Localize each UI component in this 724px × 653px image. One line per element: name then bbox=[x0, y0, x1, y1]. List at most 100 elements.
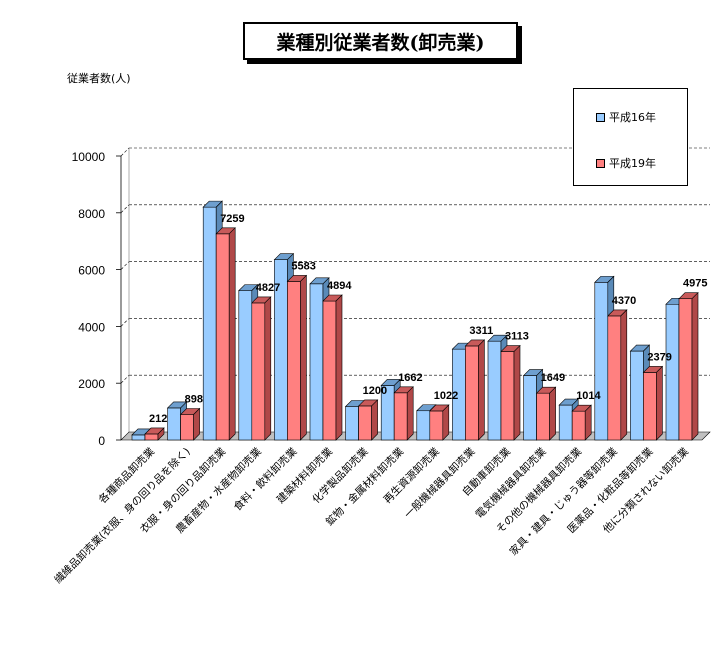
bar-h19-6 bbox=[357, 399, 379, 441]
bar-front bbox=[287, 281, 301, 441]
data-label: 4827 bbox=[256, 282, 280, 294]
bar-front bbox=[536, 392, 550, 441]
bar-front bbox=[345, 406, 359, 441]
bar-front bbox=[643, 372, 657, 441]
bar-side bbox=[300, 274, 307, 441]
bar-side bbox=[193, 407, 200, 441]
data-label: 4370 bbox=[612, 295, 636, 307]
data-label: 4975 bbox=[683, 278, 707, 290]
bar-front bbox=[144, 433, 159, 441]
bar-front bbox=[202, 206, 217, 441]
bar-h19-4 bbox=[286, 274, 308, 441]
bar-front bbox=[523, 375, 537, 441]
bar-front bbox=[630, 350, 644, 441]
bar-side bbox=[371, 399, 378, 441]
data-label: 3311 bbox=[469, 325, 493, 337]
y-tick-label: 4000 bbox=[78, 320, 105, 334]
data-label: 7259 bbox=[220, 213, 244, 225]
bar-front bbox=[500, 351, 515, 441]
bar-h19-15 bbox=[678, 291, 699, 441]
bar-h19-7 bbox=[393, 386, 414, 441]
bar-side bbox=[335, 294, 343, 441]
bar-h19-11 bbox=[535, 386, 557, 441]
bar-front bbox=[393, 392, 408, 441]
bar-h19-8 bbox=[429, 404, 450, 441]
data-label: 4894 bbox=[327, 280, 352, 292]
bar-front bbox=[571, 410, 586, 441]
bar-front bbox=[607, 315, 622, 441]
x-tick-labels: 各種商品卸売業繊維品卸売業(衣服、身の回り品を除く)衣服・身の回り品卸売業農畜産… bbox=[52, 445, 692, 587]
bar-h19-14 bbox=[642, 365, 664, 441]
y-tick-label: 6000 bbox=[78, 264, 105, 278]
grid-line-diag bbox=[120, 318, 130, 327]
bar-front bbox=[416, 410, 431, 441]
legend-swatch-h16 bbox=[596, 112, 605, 122]
bar-front bbox=[251, 302, 266, 441]
bar-h19-2 bbox=[215, 227, 236, 441]
bar-side bbox=[549, 386, 556, 441]
legend-label-h16: 平成16年 bbox=[609, 111, 656, 124]
bar-front bbox=[131, 434, 146, 441]
bars bbox=[131, 200, 699, 441]
x-tick-label: 食料・飲料卸売業 bbox=[231, 445, 300, 514]
bar-front bbox=[309, 283, 324, 441]
bar-h19-0 bbox=[144, 427, 165, 441]
data-label: 1014 bbox=[576, 390, 601, 402]
data-label: 1022 bbox=[434, 390, 458, 402]
bar-side bbox=[157, 427, 165, 441]
bar-front bbox=[238, 290, 253, 441]
chart-title: 業種別従業者数(卸売業) bbox=[243, 22, 518, 60]
bar-h19-9 bbox=[464, 339, 486, 441]
bar-front bbox=[322, 300, 337, 441]
data-label: 1662 bbox=[398, 372, 422, 384]
bar-side bbox=[264, 296, 272, 441]
bar-h19-13 bbox=[607, 309, 628, 441]
data-label: 2379 bbox=[647, 351, 671, 363]
data-label: 1200 bbox=[363, 385, 387, 397]
grid-line-diag bbox=[120, 204, 130, 214]
legend-item-h19: 平成19年 bbox=[596, 155, 656, 171]
bar-front bbox=[215, 233, 230, 441]
legend-swatch-h19 bbox=[596, 158, 605, 168]
bar-front bbox=[429, 410, 444, 441]
data-label: 898 bbox=[185, 393, 203, 405]
grid-line-diag bbox=[120, 374, 130, 384]
bar-front bbox=[465, 345, 479, 441]
y-tick-label: 0 bbox=[98, 434, 105, 448]
data-label: 1649 bbox=[541, 372, 565, 384]
bar-front bbox=[558, 404, 573, 441]
y-axis-label: 従業者数(人) bbox=[67, 72, 131, 85]
bar-h19-1 bbox=[179, 407, 201, 441]
bar-front bbox=[665, 303, 680, 441]
bar-side bbox=[656, 365, 663, 441]
bar-side bbox=[228, 227, 236, 441]
bar-side bbox=[620, 309, 628, 441]
bar-side bbox=[478, 339, 485, 441]
legend: 平成16年 平成19年 bbox=[573, 88, 688, 186]
bar-side bbox=[513, 344, 521, 441]
bar-side bbox=[442, 404, 450, 441]
bar-side bbox=[406, 386, 414, 441]
bar-side bbox=[691, 291, 699, 441]
grid-line-diag bbox=[120, 147, 130, 157]
data-label: 3113 bbox=[505, 331, 529, 343]
bar-h19-10 bbox=[500, 344, 521, 441]
bar-front bbox=[678, 298, 693, 441]
bar-front bbox=[594, 282, 609, 441]
data-label: 5583 bbox=[291, 260, 315, 272]
bar-front bbox=[487, 340, 502, 441]
y-tick-label: 8000 bbox=[78, 207, 105, 221]
legend-item-h16: 平成16年 bbox=[596, 109, 656, 125]
grid-line-diag bbox=[120, 261, 130, 270]
y-tick-label: 10000 bbox=[72, 150, 106, 164]
y-tick-labels: 0 2000 4000 6000 8000 10000 bbox=[72, 150, 106, 448]
bar-front bbox=[167, 407, 181, 441]
bar-h19-12 bbox=[571, 404, 592, 441]
bar-front bbox=[180, 414, 194, 441]
x-tick-label: 繊維品卸売業(衣服、身の回り品を除く) bbox=[52, 445, 193, 586]
bar-side bbox=[584, 404, 592, 441]
bar-h19-3 bbox=[251, 296, 272, 441]
bar-front bbox=[358, 405, 372, 441]
y-tick-label: 2000 bbox=[78, 377, 105, 391]
